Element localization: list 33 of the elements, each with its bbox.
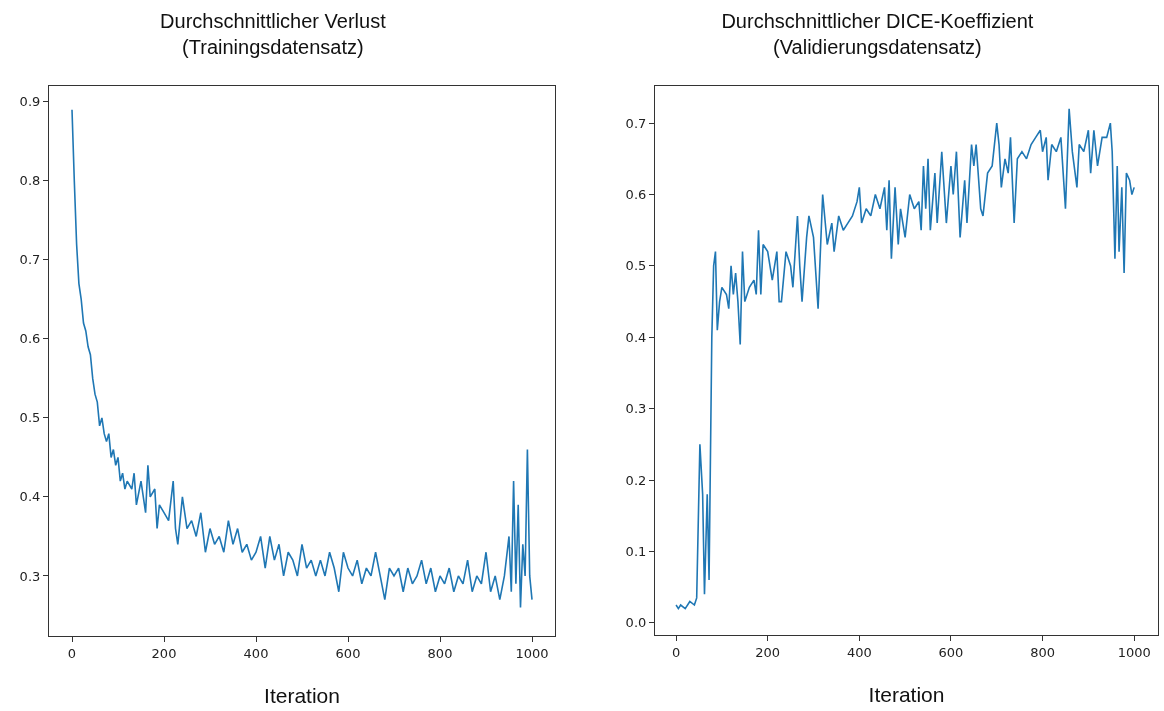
y-tick-label: 0.3 [19, 568, 41, 584]
y-tick-label: 0.9 [19, 94, 41, 110]
y-tick-label: 0.6 [19, 331, 41, 347]
y-tick-label: 0.8 [19, 173, 41, 189]
x-tick-label: 800 [1030, 644, 1055, 660]
x-tick-label: 1000 [1117, 644, 1151, 660]
y-tick-label: 0.0 [625, 615, 647, 631]
y-tick-label: 0.4 [625, 329, 647, 345]
x-tick-label: 0 [671, 644, 681, 660]
y-tick-label: 0.5 [625, 258, 647, 274]
x-tick-label: 200 [755, 644, 781, 660]
y-tick-label: 0.7 [19, 252, 41, 268]
x-tick-label: 600 [335, 645, 361, 661]
y-tick-label: 0.2 [625, 472, 647, 488]
y-tick-label: 0.6 [625, 187, 647, 203]
y-tick-label: 0.3 [625, 401, 647, 417]
x-tick-label: 800 [427, 645, 453, 661]
line-series [675, 108, 1135, 610]
y-tick-label: 0.5 [19, 410, 41, 426]
chart-title: Durchschnittlicher Verlust (Trainingsdatensatz) [160, 10, 387, 59]
x-axis-title: Iteration [868, 682, 945, 706]
y-tick-label: 0.4 [19, 489, 41, 505]
y-tick-label: 0.1 [625, 544, 647, 560]
x-tick-label: 400 [846, 644, 872, 660]
line-series [71, 108, 533, 609]
x-tick-label: 0 [67, 645, 77, 661]
x-tick-label: 600 [938, 644, 964, 660]
x-tick-label: 1000 [515, 645, 549, 661]
x-tick-label: 200 [151, 645, 177, 661]
x-tick-label: 400 [243, 645, 269, 661]
x-axis-title: Iteration [264, 683, 340, 707]
y-tick-label: 0.7 [625, 115, 647, 131]
chart-title: Durchschnittlicher DICE-Koeffizient (Validierungsdatensatz) [721, 10, 1034, 59]
